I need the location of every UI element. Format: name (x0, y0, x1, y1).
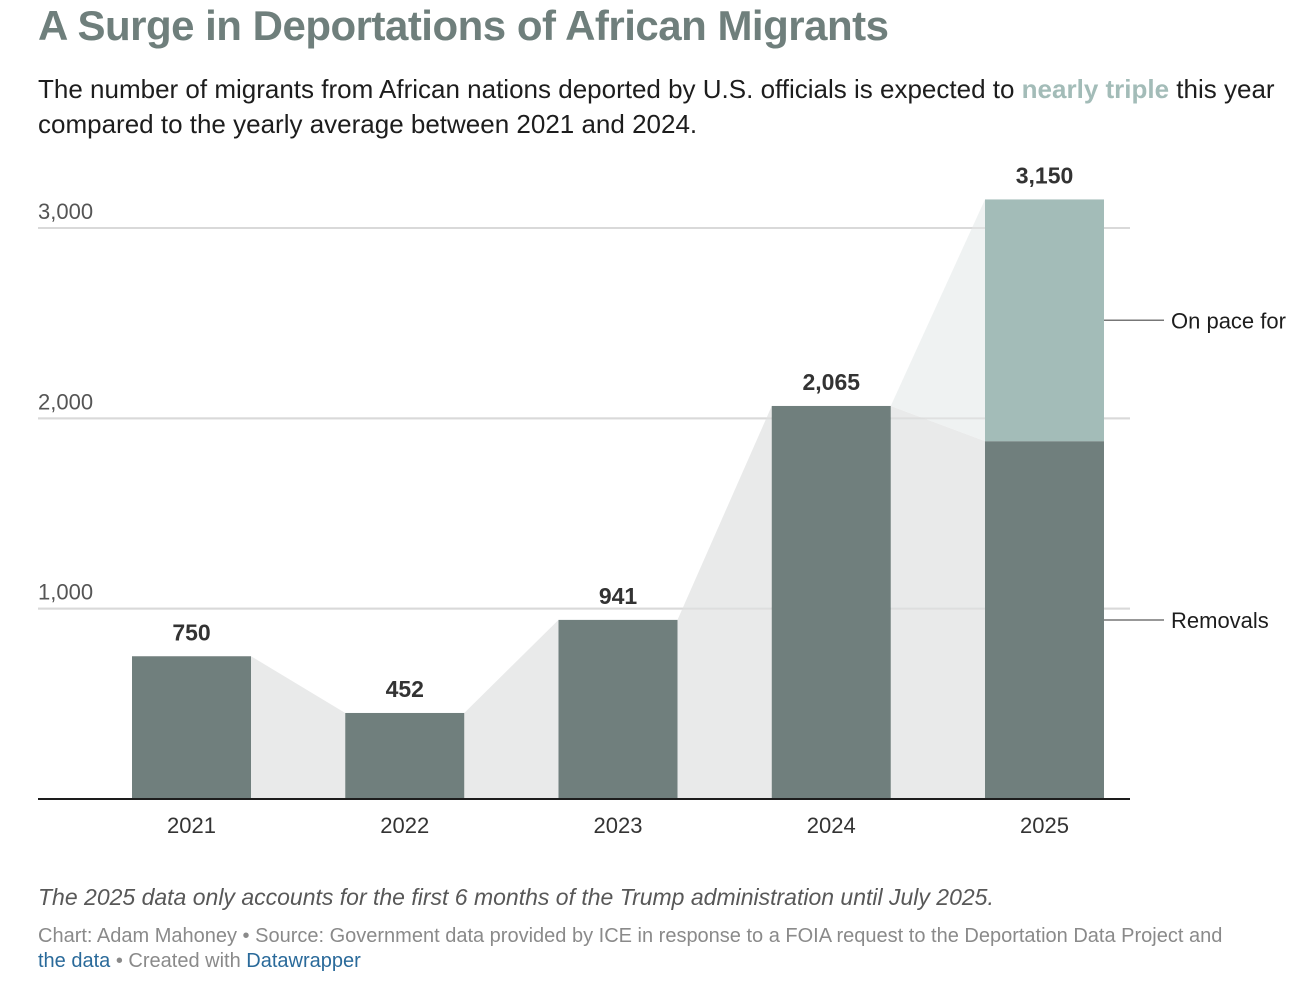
value-label-2025: 3,150 (1016, 162, 1074, 188)
value-label-2023: 941 (599, 583, 638, 609)
x-tick-label-2022: 2022 (380, 813, 429, 838)
chart-byline: Chart: Adam Mahoney • Source: Government… (38, 924, 1222, 974)
byline-links: the data • Created with Datawrapper (38, 949, 1222, 974)
connector-area (890, 405, 985, 799)
y-tick-label: 3,000 (38, 199, 93, 224)
y-tick-label: 1,000 (38, 580, 93, 605)
connector-area (677, 405, 772, 799)
x-tick-label-2024: 2024 (807, 813, 856, 838)
connector-area (464, 619, 559, 799)
value-label-2021: 750 (172, 619, 210, 645)
connector-area-projection (890, 199, 985, 442)
value-label-2022: 452 (386, 676, 424, 702)
legend: On pace for Removals (1104, 308, 1286, 633)
get-the-data-link[interactable]: the data (38, 950, 111, 972)
subtitle-text-before: The number of migrants from African nati… (38, 74, 1022, 104)
value-label-2024: 2,065 (802, 369, 860, 395)
labels: 750 2021 452 2022 941 2023 2,065 2024 3,150 2025 (38, 162, 1130, 838)
y-tick-label: 2,000 (38, 389, 93, 414)
bar-removals-2024 (771, 405, 891, 799)
chart-note: The 2025 data only accounts for the firs… (38, 884, 994, 910)
datawrapper-link[interactable]: Datawrapper (246, 950, 361, 972)
legend-label-on-pace: On pace for (1171, 308, 1286, 333)
byline-source: Chart: Adam Mahoney • Source: Government… (38, 925, 1223, 947)
x-tick-label-2023: 2023 (594, 813, 643, 838)
bar-removals-2021 (132, 656, 251, 799)
chart-subtitle: The number of migrants from African nati… (38, 72, 1310, 142)
created-with-text: • Created with (110, 950, 247, 972)
bar-removals-2023 (558, 619, 678, 799)
x-tick-label-2021: 2021 (167, 813, 216, 838)
legend-label-removals: Removals (1171, 608, 1269, 633)
bar-on-pace-2025 (985, 199, 1104, 442)
bars (132, 199, 1104, 799)
connector-areas (38, 199, 1130, 799)
subtitle-text-after: this year compared to the yearly average… (38, 74, 1275, 139)
x-tick-label-2025: 2025 (1020, 813, 1069, 838)
subtitle-highlight: nearly triple (1021, 74, 1170, 104)
bar-chart: 1,000 2,000 3,000 750 2021 452 2022 941 2023 2,0… (38, 162, 1286, 838)
bar-removals-2025 (985, 441, 1104, 799)
bar-removals-2022 (345, 712, 465, 799)
connector-area (251, 656, 346, 799)
chart-title: A Surge in Deportations of African Migra… (38, 2, 889, 49)
